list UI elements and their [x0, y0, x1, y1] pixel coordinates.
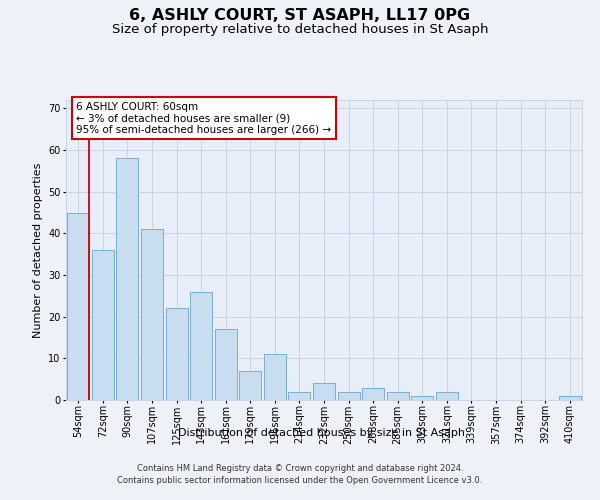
Bar — [166, 308, 188, 400]
Bar — [411, 396, 433, 400]
Text: Contains HM Land Registry data © Crown copyright and database right 2024.: Contains HM Land Registry data © Crown c… — [137, 464, 463, 473]
Bar — [141, 229, 163, 400]
Y-axis label: Number of detached properties: Number of detached properties — [32, 162, 43, 338]
Bar — [92, 250, 114, 400]
Bar — [289, 392, 310, 400]
Bar — [264, 354, 286, 400]
Text: Size of property relative to detached houses in St Asaph: Size of property relative to detached ho… — [112, 22, 488, 36]
Text: Contains public sector information licensed under the Open Government Licence v3: Contains public sector information licen… — [118, 476, 482, 485]
Bar — [239, 371, 262, 400]
Bar — [215, 329, 237, 400]
Text: 6, ASHLY COURT, ST ASAPH, LL17 0PG: 6, ASHLY COURT, ST ASAPH, LL17 0PG — [130, 8, 470, 22]
Bar — [313, 384, 335, 400]
Bar — [559, 396, 581, 400]
Bar — [67, 212, 89, 400]
Bar — [362, 388, 384, 400]
Text: 6 ASHLY COURT: 60sqm
← 3% of detached houses are smaller (9)
95% of semi-detache: 6 ASHLY COURT: 60sqm ← 3% of detached ho… — [76, 102, 331, 134]
Bar — [338, 392, 359, 400]
Bar — [386, 392, 409, 400]
Bar — [190, 292, 212, 400]
Bar — [436, 392, 458, 400]
Bar — [116, 158, 139, 400]
Text: Distribution of detached houses by size in St Asaph: Distribution of detached houses by size … — [178, 428, 464, 438]
